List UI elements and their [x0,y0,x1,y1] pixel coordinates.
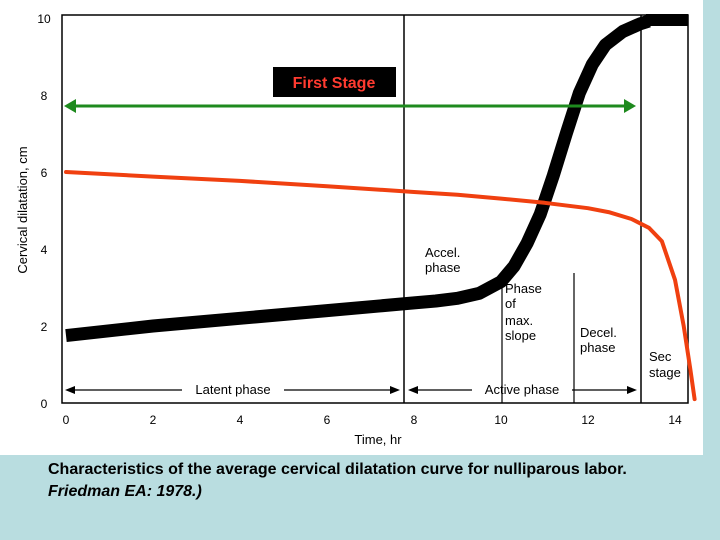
second-stage-bar [646,14,688,26]
accel-line-2: phase [425,260,460,275]
max-slope-line-3: max. [505,313,533,328]
y-tick-label: 8 [41,89,48,103]
x-tick-label: 10 [494,413,508,427]
chart-panel: Cervical dilatation, cm 0 2 4 6 8 10 0 2 4 6 8 10 1… [0,0,703,455]
x-tick-label: 12 [581,413,595,427]
y-tick-label: 10 [37,12,51,26]
x-tick-label: 14 [668,413,682,427]
caption-text: Characteristics of the average cervical … [48,461,627,478]
max-slope-line-2: of [505,296,516,311]
decel-line-1: Decel. [580,325,617,340]
first-stage-label-box [273,67,396,97]
first-stage-arrow-right [624,99,636,113]
x-tick-label: 0 [63,413,70,427]
x-tick-label: 2 [150,413,157,427]
latent-phase-span: Latent phase [65,382,400,397]
x-tick-label: 6 [324,413,331,427]
latent-arrow-right [390,386,400,394]
x-axis-title: Time, hr [354,432,402,447]
latent-arrow-left [65,386,75,394]
accel-line-1: Accel. [425,245,460,260]
active-phase-span: Active phase [408,382,637,397]
y-tick-labels: 0 2 4 6 8 10 [37,12,51,411]
y-tick-label: 0 [41,397,48,411]
max-slope-line-1: Phase [505,281,542,296]
active-arrow-left [408,386,418,394]
first-stage-arrow-left [64,99,76,113]
x-tick-labels: 0 2 4 6 8 10 12 14 [63,413,682,427]
x-tick-label: 8 [411,413,418,427]
figure-caption: Characteristics of the average cervical … [48,459,688,503]
plot-frame [61,14,689,404]
active-arrow-right [627,386,637,394]
first-stage-span [64,99,636,113]
red-overlay-curve [64,170,697,402]
first-stage-label: First Stage [293,75,376,92]
y-tick-label: 6 [41,166,48,180]
y-tick-label: 4 [41,243,48,257]
y-axis-title: Cervical dilatation, cm [15,146,30,273]
accel-phase-label: Accel. phase [425,245,464,275]
y-tick-label: 2 [41,320,48,334]
max-slope-line-4: slope [505,328,536,343]
decel-phase-label: Decel. phase [580,325,620,355]
second-stage-line-1: Sec [649,349,672,364]
second-stage-label: Sec stage [649,349,681,380]
latent-phase-label: Latent phase [195,382,270,397]
series-layer [64,14,697,402]
second-stage-line-2: stage [649,365,681,380]
active-phase-label: Active phase [485,382,559,397]
dilatation-chart: Cervical dilatation, cm 0 2 4 6 8 10 0 2 4 6 8 10 1… [15,12,697,447]
max-slope-label: Phase of max. slope [505,281,546,343]
dilatation-curve [65,14,651,343]
x-tick-label: 4 [237,413,244,427]
decel-line-2: phase [580,340,615,355]
caption-source: Friedman EA: 1978.) [48,483,202,500]
